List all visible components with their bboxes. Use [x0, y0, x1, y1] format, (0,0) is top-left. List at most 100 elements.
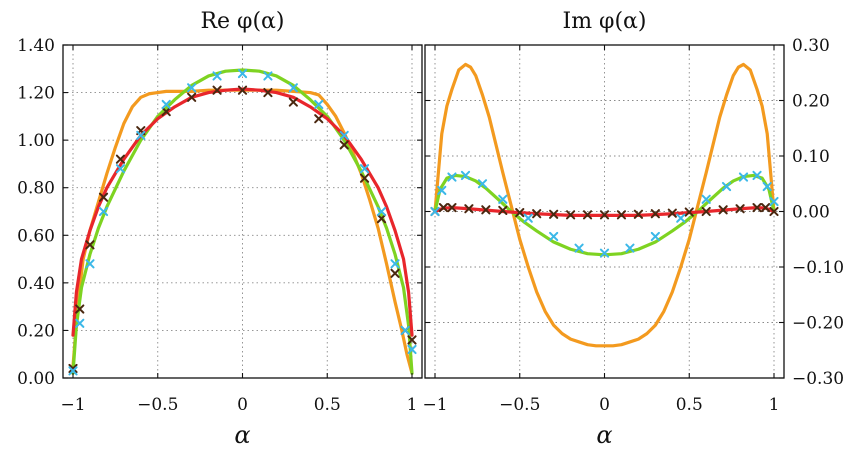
x-tick-label: −0.5: [499, 395, 540, 415]
series-dark-markers-point: [760, 203, 771, 213]
series-dark-markers-point: [549, 209, 559, 219]
series-cyan-markers-point: [288, 83, 298, 93]
y-tick-label: 0.00: [17, 369, 55, 389]
series-cyan-markers-point: [187, 83, 197, 93]
series-cyan-markers-point: [359, 164, 370, 174]
series-dark-markers-point: [187, 92, 197, 102]
x-axis-label: α: [234, 421, 250, 449]
series-cyan-markers-point: [390, 259, 400, 269]
y-tick-label: −0.10: [792, 258, 844, 278]
series-dark-markers-point: [515, 208, 525, 218]
series-cyan-markers-point: [625, 243, 635, 253]
series-cyan-markers-point: [430, 206, 440, 217]
x-tick-label: 0.5: [314, 395, 341, 415]
x-tick-label: −1: [60, 395, 85, 415]
chart-title: Im φ(α): [563, 9, 647, 34]
series-dark-markers-point: [616, 210, 627, 220]
series-dark-markers-point: [582, 210, 593, 220]
series-dark-markers-point: [359, 173, 370, 183]
series-dark-markers-point: [718, 205, 728, 215]
series-cyan-markers-point: [523, 213, 533, 223]
series-dark-markers-point: [735, 204, 745, 214]
y-tick-label: 0.00: [792, 203, 830, 223]
series-dark-markers-point: [212, 85, 222, 95]
series-cyan-markers-point: [769, 196, 779, 207]
series-cyan-markers-point: [68, 366, 78, 376]
series-cyan-markers-point: [498, 194, 508, 204]
series-cyan-markers-point: [314, 99, 324, 110]
series-cyan-markers-point: [263, 71, 273, 81]
im-phi-panel: −0.30 −0.20 −0.10 0.00 0.10 0.20 0.30 −1 −0.5 0 0.…: [422, 9, 844, 449]
series-cyan-markers-point: [574, 243, 584, 253]
y-tick-label: 0.30: [792, 36, 830, 56]
series-cyan-markers-point: [136, 130, 146, 140]
series-cyan-markers-point: [752, 170, 762, 181]
series-dark-markers-point: [769, 206, 779, 217]
series-cyan-markers-point: [237, 68, 248, 79]
series-cyan-markers-point: [460, 170, 471, 181]
series-cyan-markers-point: [407, 344, 417, 355]
series-cyan-markers-point: [85, 259, 95, 269]
series-cyan-markers-point: [676, 213, 686, 223]
series-cyan-markers-point: [98, 206, 109, 217]
series-dark-markers-point: [339, 140, 349, 150]
series-orange-line: [433, 62, 776, 348]
series-dark-markers-point: [237, 85, 248, 95]
series-dark-markers-point: [85, 240, 95, 250]
y-tick-label: −0.30: [792, 369, 844, 389]
chart-title: Re φ(α): [200, 9, 284, 34]
series-dark-markers-point: [481, 205, 491, 215]
series-dark-markers-point: [68, 363, 78, 374]
series-cyan-markers-point: [477, 179, 488, 189]
x-tick-label: −1: [422, 395, 447, 415]
y-tick-label: 0.20: [17, 321, 55, 341]
x-tick-label: 1: [407, 395, 418, 415]
x-tick-label: 0: [599, 395, 610, 415]
series-dark-markers-point: [667, 208, 677, 218]
series-cyan-markers-point: [161, 99, 171, 110]
series-cyan-markers-point: [115, 164, 126, 174]
y-tick-label: −0.20: [792, 314, 844, 334]
series-cyan-markers-point: [437, 185, 447, 196]
x-tick-label: −0.5: [137, 395, 178, 415]
series-cyan-markers-point: [400, 325, 410, 336]
series-cyan-markers-point: [721, 181, 732, 192]
series-dark-markers-point: [464, 204, 474, 214]
series-dark-markers-point: [407, 335, 417, 345]
series-dark-markers-point: [447, 203, 457, 213]
series-dark-markers-point: [633, 209, 643, 219]
series-dark-markers-point: [115, 154, 126, 164]
series-dark-markers-point: [438, 203, 449, 213]
y-tick-label: 1.20: [17, 84, 55, 104]
series-dark-markers-point: [161, 107, 171, 117]
series-cyan-markers-point: [738, 172, 749, 182]
y-tick-label: 1.00: [17, 131, 55, 151]
x-axis-label: α: [596, 421, 612, 449]
series-dark-markers-point: [566, 210, 576, 220]
series-cyan-markers-point: [701, 194, 711, 204]
series-cyan-markers-point: [376, 206, 387, 217]
series-cyan-markers-point: [212, 71, 222, 81]
series-dark-markers-point: [752, 203, 762, 213]
re-phi-panel: 0.00 0.20 0.40 0.60 0.80 1.00 1.20 1.40 −1 −0.5 0 0…: [17, 9, 423, 449]
y-tick-label: 0.10: [792, 147, 830, 167]
x-tick-label: 1: [769, 395, 780, 415]
series-cyan-markers-point: [549, 231, 559, 242]
series-cyan-markers-point: [447, 172, 457, 182]
series-dark-markers-point: [263, 87, 273, 98]
series-cyan-markers-point: [599, 248, 610, 258]
series-dark-markers-point: [288, 97, 298, 107]
series-cyan-markers-point: [75, 318, 85, 328]
x-tick-label: 0.5: [676, 395, 703, 415]
y-tick-label: 0.20: [792, 92, 830, 112]
series-dark-markers-point: [98, 192, 109, 202]
y-tick-label: 0.80: [17, 179, 55, 199]
y-tick-label: 0.40: [17, 274, 55, 294]
series-cyan-markers-point: [339, 130, 349, 140]
series-cyan-markers-point: [762, 181, 772, 192]
series-dark-markers-point: [75, 304, 85, 314]
series-dark-markers-point: [314, 114, 324, 124]
series-dark-markers-point: [650, 209, 660, 219]
series-dark-markers-point: [498, 205, 508, 215]
